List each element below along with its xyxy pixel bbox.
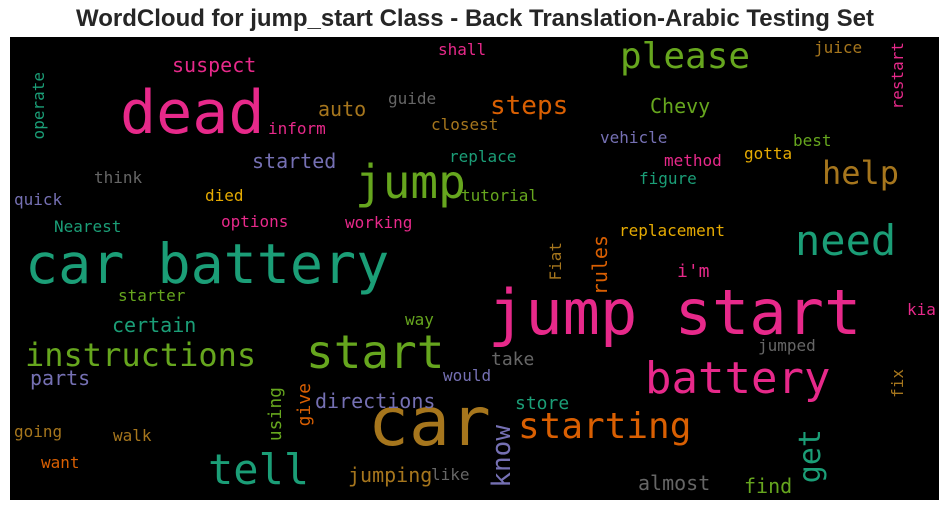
word-gotta: gotta [744,144,793,163]
word-closest: closest [431,115,499,134]
word-starting: starting [518,406,692,447]
word-started: started [252,149,337,173]
word-need: need [795,216,897,265]
word-died: died [205,186,244,205]
word-walk: walk [113,426,152,445]
word-guide: guide [388,89,437,108]
word-auto: auto [318,97,367,121]
word-fix: fix [888,369,907,398]
word-quick: quick [14,190,63,209]
word-steps: steps [490,91,569,121]
word-parts: parts [30,366,91,390]
word-tutorial: tutorial [461,186,539,205]
word-method: method [664,151,722,170]
word-going: going [14,422,63,441]
word-jumping: jumping [348,463,433,487]
word-replacement: replacement [619,221,725,240]
word-certain: certain [112,313,197,337]
word-starter: starter [118,286,186,305]
word-rules: rules [588,235,612,296]
word-take: take [491,349,535,370]
word-operate: operate [29,72,48,140]
word-figure: figure [639,169,697,188]
word-almost: almost [638,471,711,495]
word-give: give [294,383,315,427]
word-kia: kia [907,300,936,319]
word-chevy: Chevy [650,94,711,118]
word-please: please [620,37,751,77]
word-replace: replace [449,147,517,166]
word-want: want [41,453,80,472]
word-know: know [487,425,517,488]
word-car-battery: car battery [25,232,390,296]
word-shall: shall [438,40,487,59]
word-find: find [744,474,793,498]
word-nearest: Nearest [54,217,122,236]
word-car: car [368,383,491,462]
word-like: like [431,465,470,484]
word-options: options [221,212,289,231]
word-im: i'm [677,261,710,282]
word-using: using [265,387,286,442]
word-battery: battery [645,353,831,404]
word-help: help [822,154,900,192]
word-start: start [306,325,445,379]
word-tell: tell [208,445,310,494]
word-vehicle: vehicle [600,128,668,147]
word-inform: inform [268,119,326,138]
word-working: working [345,213,413,232]
word-suspect: suspect [172,53,257,77]
word-best: best [793,131,832,150]
word-would: would [443,366,492,385]
word-jumped: jumped [758,336,816,355]
word-juice: juice [814,38,863,57]
word-directions: directions [315,389,436,413]
word-jump-start: jump start [488,276,862,349]
word-think: think [94,168,143,187]
word-dead: dead [120,78,265,148]
word-restart: restart [888,42,907,110]
word-fiat: Fiat [546,242,565,281]
word-get: get [793,429,828,484]
word-store: store [515,393,570,414]
word-cloud: car jump start car battery dead battery … [10,37,939,500]
word-jump: jump [355,155,466,209]
word-way: way [405,310,434,329]
chart-title: WordCloud for jump_start Class - Back Tr… [76,5,874,32]
word-instructions: instructions [25,336,257,374]
